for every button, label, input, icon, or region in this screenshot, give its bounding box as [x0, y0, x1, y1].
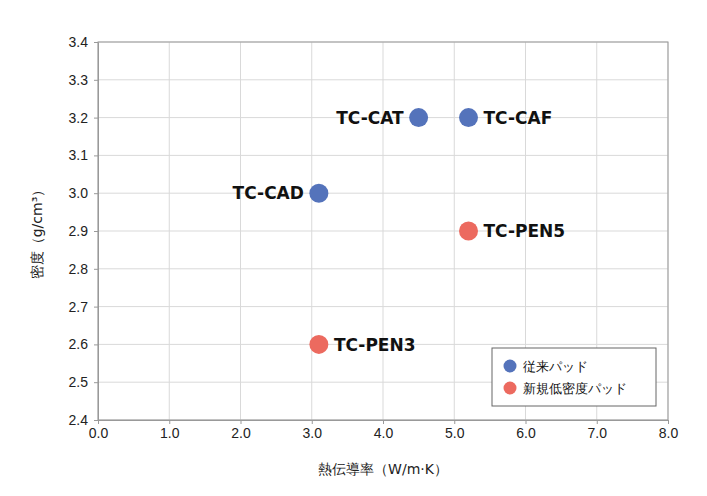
- point-label: TC-CAD: [233, 183, 304, 203]
- y-tick-label: 3.4: [69, 34, 89, 50]
- x-tick: 5.0: [445, 420, 465, 441]
- y-tick-label: 2.9: [69, 223, 89, 239]
- point-label: TC-CAT: [336, 108, 404, 128]
- y-tick: 3.4: [69, 34, 98, 50]
- point: [459, 108, 478, 127]
- y-tick-label: 2.8: [69, 261, 89, 277]
- y-tick-label: 3.0: [69, 185, 89, 201]
- x-tick-label: 0.0: [89, 425, 109, 441]
- x-tick-label: 2.0: [231, 425, 251, 441]
- point: [309, 184, 328, 203]
- y-tick-label: 2.7: [69, 299, 89, 315]
- y-tick-mark: [94, 80, 98, 81]
- grid-line-y: [98, 268, 668, 269]
- point: [409, 108, 428, 127]
- point-label: TC-CAF: [484, 108, 553, 128]
- grid-line-y: [98, 79, 668, 80]
- grid-line-y: [98, 155, 668, 156]
- y-tick-label: 2.4: [69, 412, 89, 428]
- grid-line-y: [98, 193, 668, 194]
- y-tick-mark: [94, 344, 98, 345]
- y-tick-mark: [94, 231, 98, 232]
- x-tick: 8.0: [659, 420, 679, 441]
- x-tick: 7.0: [588, 420, 608, 441]
- legend-swatch: [504, 360, 517, 373]
- y-tick: 2.8: [69, 261, 98, 277]
- grid-line-y: [98, 306, 668, 307]
- x-tick-mark: [526, 420, 527, 424]
- x-tick-label: 5.0: [445, 425, 465, 441]
- y-axis-line: [98, 43, 99, 421]
- y-tick: 2.9: [69, 223, 98, 239]
- x-tick: 0.0: [89, 420, 109, 441]
- y-tick: 3.0: [69, 185, 98, 201]
- point: [309, 335, 328, 354]
- point-label: TC-PEN5: [484, 221, 566, 241]
- legend-box: [492, 348, 656, 406]
- y-tick-label: 3.1: [69, 147, 89, 163]
- x-tick: 2.0: [231, 420, 251, 441]
- y-tick-mark: [94, 269, 98, 270]
- x-tick: 6.0: [516, 420, 536, 441]
- y-tick-mark: [94, 155, 98, 156]
- x-tick-label: 3.0: [303, 425, 323, 441]
- y-tick-label: 3.2: [69, 110, 89, 126]
- x-tick-label: 6.0: [516, 425, 536, 441]
- x-tick-mark: [169, 420, 170, 424]
- y-tick: 3.2: [69, 110, 98, 126]
- point-labels: TC-CAT TC-CAF TC-CAD TC-PEN5 TC-PEN3: [233, 108, 566, 355]
- x-tick: 1.0: [160, 420, 180, 441]
- y-tick: 2.6: [69, 336, 98, 352]
- x-tick-label: 7.0: [588, 425, 608, 441]
- points: [309, 108, 478, 354]
- x-tick-label: 1.0: [160, 425, 180, 441]
- y-tick-mark: [94, 118, 98, 119]
- y-tick-mark: [94, 420, 98, 421]
- x-tick-mark: [312, 420, 313, 424]
- legend-swatch: [504, 382, 517, 395]
- x-tick-mark: [98, 420, 99, 424]
- x-tick-mark: [383, 420, 384, 424]
- y-tick-label: 2.5: [69, 374, 89, 390]
- x-tick: 4.0: [374, 420, 394, 441]
- x-tick-mark: [454, 420, 455, 424]
- x-tick-label: 4.0: [374, 425, 394, 441]
- y-tick: 3.1: [69, 147, 98, 163]
- legend: 従来パッド新規低密度パッド: [492, 348, 656, 406]
- x-tick: 3.0: [303, 420, 323, 441]
- x-axis-title: 熱伝導率（W/m·K）: [318, 461, 448, 477]
- grid: [98, 42, 668, 420]
- x-tick-mark: [668, 420, 669, 424]
- y-tick-mark: [94, 382, 98, 383]
- plot-background: [98, 42, 668, 420]
- legend-label: 従来パッド: [523, 359, 588, 374]
- y-tick: 2.5: [69, 374, 98, 390]
- y-tick-mark: [94, 193, 98, 194]
- y-tick: 2.4: [69, 412, 98, 428]
- y-axis: 2.4 2.5 2.6 2.7 2.8 2.9 3.0 3.1 3.2 3.3 3.4: [69, 34, 99, 428]
- y-tick-label: 2.6: [69, 336, 89, 352]
- legend-label: 新規低密度パッド: [523, 381, 627, 396]
- x-tick-mark: [597, 420, 598, 424]
- x-axis: 0.0 1.0 2.0 3.0 4.0 5.0 6.0 7.0 8.0: [89, 420, 679, 441]
- plot-frame: [98, 42, 668, 420]
- point: [459, 222, 478, 241]
- x-tick-label: 8.0: [659, 425, 679, 441]
- y-axis-title: 密度（g/cm³）: [29, 183, 45, 280]
- point-label: TC-PEN3: [334, 335, 416, 355]
- chart: 0.01.02.03.04.05.06.07.08.02.42.52.62.72…: [0, 0, 707, 496]
- y-tick-label: 3.3: [69, 72, 89, 88]
- y-tick-mark: [94, 42, 98, 43]
- grid-line-y: [98, 231, 668, 232]
- y-tick-mark: [94, 307, 98, 308]
- x-tick-mark: [241, 420, 242, 424]
- y-tick: 3.3: [69, 72, 98, 88]
- y-tick: 2.7: [69, 299, 98, 315]
